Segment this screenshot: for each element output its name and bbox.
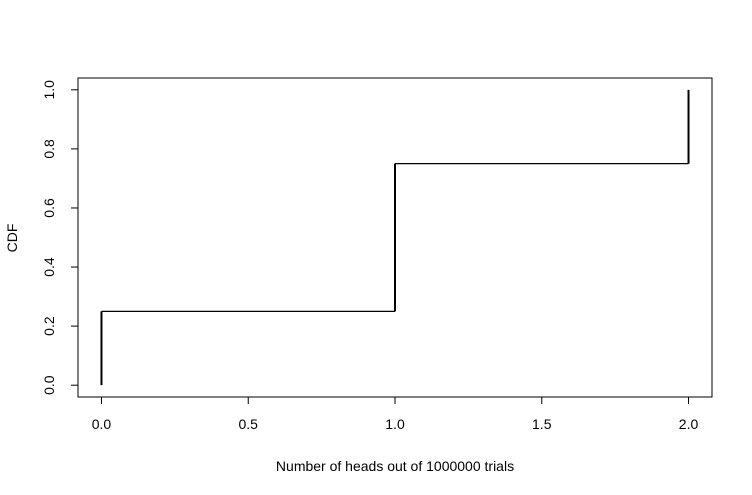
y-axis-label: CDF	[4, 224, 20, 253]
x-tick-label: 0.5	[239, 416, 259, 432]
y-tick-label: 0.0	[41, 375, 57, 395]
y-axis: 0.0 0.2 0.4 0.6 0.8 1.0	[41, 80, 79, 395]
x-axis-label: Number of heads out of 1000000 trials	[276, 458, 514, 474]
x-tick-label: 1.0	[385, 416, 405, 432]
series-group	[100, 89, 690, 386]
x-tick-label: 2.0	[679, 416, 699, 432]
x-axis: 0.0 0.5 1.0 1.5 2.0	[92, 396, 699, 432]
x-tick-label: 0.0	[92, 416, 112, 432]
y-tick-label: 0.6	[41, 198, 57, 218]
y-tick-label: 0.2	[41, 316, 57, 336]
x-tick-label: 1.5	[532, 416, 552, 432]
y-tick-label: 1.0	[41, 80, 57, 100]
y-tick-label: 0.8	[41, 139, 57, 159]
y-tick-label: 0.4	[41, 257, 57, 277]
